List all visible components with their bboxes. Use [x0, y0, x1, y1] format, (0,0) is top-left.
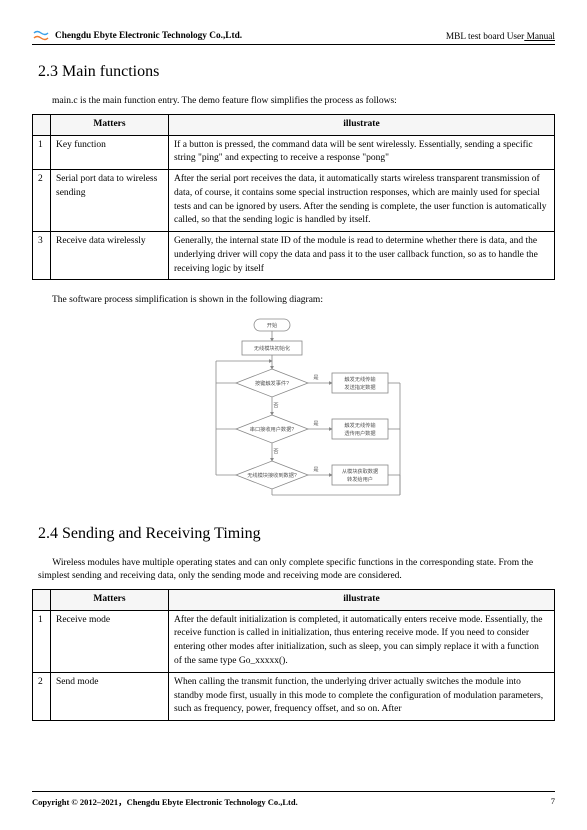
row-num: 2: [33, 672, 51, 720]
flow-no2: 否: [273, 448, 278, 455]
flowchart-container: 开始 无线模块初始化 按键触发事件? 串口接收用户数据? 无线模块接收到数据? …: [32, 315, 555, 503]
row-ill: If a button is pressed, the command data…: [169, 135, 555, 170]
table-row: 3 Receive data wirelessly Generally, the…: [33, 232, 555, 280]
flow-s3a: 从模块获取数据: [341, 467, 377, 475]
ebyte-logo-icon: [32, 30, 50, 42]
section-2-3-post: The software process simplification is s…: [52, 294, 555, 307]
page-footer: Copyright © 2012–2021，Chengdu Ebyte Elec…: [32, 791, 555, 808]
col-num-header: [33, 114, 51, 135]
flow-d1: 按键触发事件?: [254, 379, 288, 387]
row-num: 3: [33, 232, 51, 280]
manual-title-prefix: MBL test board User: [446, 32, 524, 42]
row-matter: Receive data wirelessly: [51, 232, 169, 280]
flow-yes2: 是: [313, 420, 318, 427]
row-num: 1: [33, 610, 51, 672]
row-num: 2: [33, 170, 51, 232]
flowchart-svg: 开始 无线模块初始化 按键触发事件? 串口接收用户数据? 无线模块接收到数据? …: [176, 315, 412, 503]
manual-title: MBL test board User Manual: [446, 32, 555, 42]
table-row: 2 Serial port data to wireless sending A…: [33, 170, 555, 232]
col-matters-header: Matters: [51, 589, 169, 610]
flow-d3: 无线模块接收到数据?: [247, 471, 297, 479]
row-num: 1: [33, 135, 51, 170]
page-header: Chengdu Ebyte Electronic Technology Co.,…: [32, 30, 555, 45]
section-2-4-intro: Wireless modules have multiple operating…: [38, 557, 555, 583]
section-2-4-heading: 2.4 Sending and Receiving Timing: [38, 525, 555, 543]
header-left: Chengdu Ebyte Electronic Technology Co.,…: [32, 30, 242, 42]
flow-yes1: 是: [313, 374, 318, 381]
col-illustrate-header: illustrate: [169, 114, 555, 135]
row-ill: After the serial port receives the data,…: [169, 170, 555, 232]
table-row: 1 Key function If a button is pressed, t…: [33, 135, 555, 170]
flow-no1: 否: [273, 402, 278, 409]
flow-s2a: 触发无线传输: [344, 421, 376, 429]
manual-title-underline: Manual: [524, 32, 555, 42]
flow-s1a: 触发无线传输: [344, 375, 376, 383]
row-matter: Receive mode: [51, 610, 169, 672]
page-number: 7: [551, 796, 555, 808]
col-illustrate-header: illustrate: [169, 589, 555, 610]
flow-s3b: 转发给用户: [347, 475, 373, 483]
row-ill: After the default initialization is comp…: [169, 610, 555, 672]
row-ill: Generally, the internal state ID of the …: [169, 232, 555, 280]
main-functions-table: Matters illustrate 1 Key function If a b…: [32, 114, 555, 281]
row-ill: When calling the transmit function, the …: [169, 672, 555, 720]
company-name: Chengdu Ebyte Electronic Technology Co.,…: [55, 31, 242, 41]
section-2-3-intro: main.c is the main function entry. The d…: [52, 95, 555, 108]
row-matter: Key function: [51, 135, 169, 170]
col-matters-header: Matters: [51, 114, 169, 135]
flow-s2b: 透传用户数据: [344, 429, 375, 437]
flow-init: 无线模块初始化: [253, 344, 289, 352]
flow-start: 开始: [266, 321, 277, 329]
table-row: 2 Send mode When calling the transmit fu…: [33, 672, 555, 720]
flow-s1b: 发送指定数据: [344, 383, 375, 391]
flow-yes3: 是: [313, 466, 318, 473]
table-row: 1 Receive mode After the default initial…: [33, 610, 555, 672]
row-matter: Serial port data to wireless sending: [51, 170, 169, 232]
row-matter: Send mode: [51, 672, 169, 720]
flow-d2: 串口接收用户数据?: [249, 425, 294, 433]
section-2-3-heading: 2.3 Main functions: [38, 63, 555, 81]
timing-table: Matters illustrate 1 Receive mode After …: [32, 589, 555, 721]
col-num-header: [33, 589, 51, 610]
copyright-text: Copyright © 2012–2021，Chengdu Ebyte Elec…: [32, 796, 298, 808]
